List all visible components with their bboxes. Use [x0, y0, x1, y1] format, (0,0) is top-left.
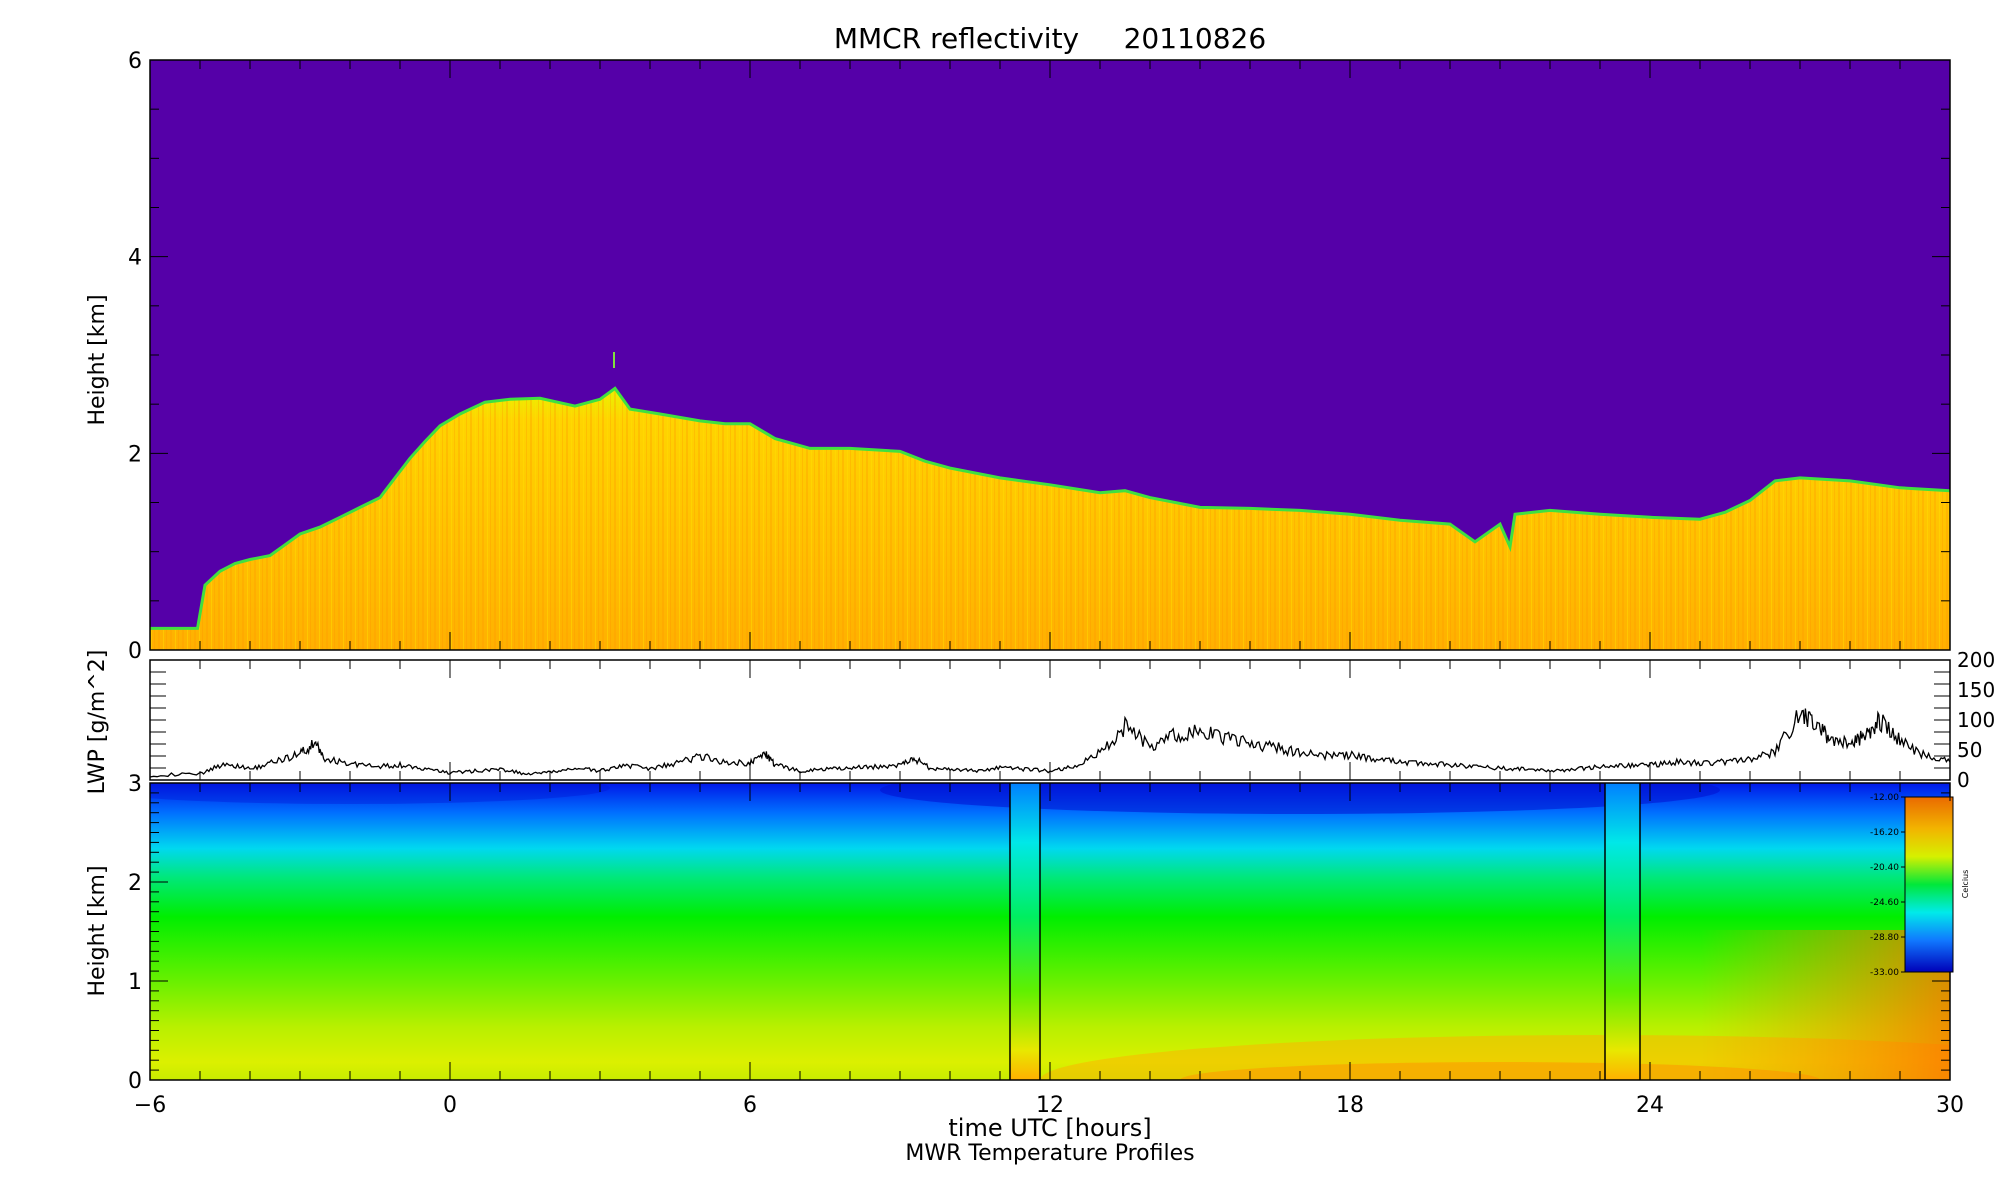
temperature-panel: 0 1 2 3 Height [km] -12.00 -16.20 -20.40 -24.6…: [85, 772, 1970, 1094]
lwp-y-label: LWP [g/m^2]: [85, 650, 110, 795]
lwp-y-ticks: 0 50 100 150 200: [150, 648, 1995, 792]
lwp-tick-label: 150: [1957, 678, 1995, 702]
colorbar-tick-label: -24.60: [1870, 898, 1899, 908]
x-tick-label: 12: [1036, 1093, 1064, 1118]
x-tick-label: 6: [743, 1093, 757, 1118]
lwp-background: [150, 660, 1950, 780]
x-axis-label: time UTC [hours]: [948, 1114, 1151, 1142]
y-tick-label: 2: [128, 442, 142, 467]
x-tick-label: 0: [443, 1093, 457, 1118]
x-tick-label: 18: [1336, 1093, 1364, 1118]
data-gap-bands: [1009, 783, 1641, 1080]
reflectivity-y-ticks: 0 2 4 6: [128, 49, 1950, 664]
cool-upper-layer-left: [150, 783, 610, 804]
colorbar-tick-label: -20.40: [1870, 863, 1899, 873]
y-tick-label: 6: [128, 49, 142, 74]
gap-band: [1010, 783, 1040, 1080]
lwp-tick-label: 0: [1957, 768, 1970, 792]
cool-upper-layer: [880, 783, 1720, 814]
temperature-y-ticks: 0 1 2 3: [128, 772, 1950, 1094]
y-tick-label: 1: [128, 970, 142, 995]
y-tick-label: 0: [128, 639, 142, 664]
lwp-tick-label: 200: [1957, 648, 1995, 672]
top-panel-title: MMCR reflectivity 20110826: [834, 22, 1266, 55]
y-tick-label: 2: [128, 871, 142, 896]
cloud-echo-texture: [150, 388, 1950, 650]
colorbar-tick-label: -12.00: [1870, 793, 1899, 803]
y-tick-label: 4: [128, 246, 142, 271]
x-tick-label: 24: [1636, 1093, 1664, 1118]
temperature-y-label: Height [km]: [85, 865, 110, 996]
colorbar-ticks: -12.00 -16.20 -20.40 -24.60 -28.80 -33.00: [1870, 793, 1905, 978]
colorbar-tick-label: -16.20: [1870, 828, 1899, 838]
x-tick-label: −6: [134, 1093, 166, 1118]
bottom-panel-subtitle: MWR Temperature Profiles: [905, 1141, 1194, 1166]
temperature-field: [150, 783, 1950, 1080]
gap-band: [1605, 783, 1640, 1080]
cloud-top-edge: [150, 386, 1950, 630]
colorbar-tick-label: -28.80: [1870, 933, 1899, 943]
x-axis-ticks: −6 0 6 12 18 24 30: [134, 60, 1964, 1118]
lwp-tick-label: 100: [1957, 708, 1995, 732]
reflectivity-y-label: Height [km]: [85, 294, 110, 425]
x-tick-label: 30: [1936, 1093, 1964, 1118]
colorbar-gradient: [1904, 796, 1954, 973]
lwp-panel: 0 50 100 150 200 LWP [g/m^2]: [85, 648, 1995, 794]
colorbar-label: Celcius: [1961, 870, 1970, 899]
y-tick-label: 3: [128, 772, 142, 797]
lwp-tick-label: 50: [1957, 738, 1982, 762]
reflectivity-panel: 0 2 4 6 Height [km]: [85, 49, 1951, 664]
y-tick-label: 0: [128, 1069, 142, 1094]
colorbar-tick-label: -33.00: [1870, 968, 1899, 978]
temperature-colorbar: -12.00 -16.20 -20.40 -24.60 -28.80 -33.00 Cel…: [1870, 793, 1970, 978]
